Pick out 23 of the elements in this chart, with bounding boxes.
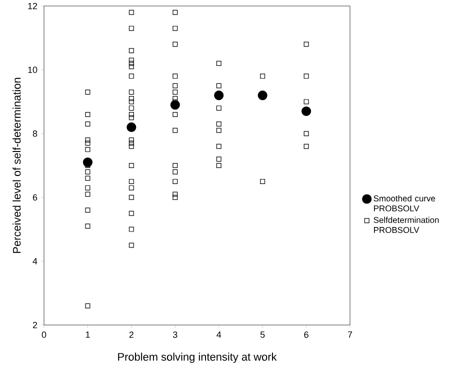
point <box>302 106 312 116</box>
y-tick-label: 4 <box>32 258 38 264</box>
legend-label: Smoothed curve PROBSOLV <box>374 195 436 212</box>
y-tick-label: 10 <box>28 66 38 73</box>
x-tick-label: 1 <box>86 332 90 338</box>
x-tick-label: 5 <box>260 332 265 338</box>
x-tick-label: 3 <box>172 332 178 338</box>
x-tick-label: 2 <box>129 332 134 338</box>
y-tick-label: 2 <box>32 322 38 328</box>
y-axis-title: Perceived level of self-determination <box>12 78 21 253</box>
y-tick-label: 6 <box>32 194 38 201</box>
x-tick-label: 6 <box>304 332 308 338</box>
x-tick-label: 0 <box>42 332 46 338</box>
x-tick-label: 7 <box>348 332 352 338</box>
legend-label: Selfdetermination PROBSOLV <box>374 216 439 233</box>
y-tick-label: 8 <box>32 130 38 137</box>
x-axis-title: Problem solving intensity at work <box>118 352 277 363</box>
y-tick-label: 12 <box>28 2 38 10</box>
point <box>258 90 268 100</box>
x-tick-label: 4 <box>216 332 222 338</box>
point <box>82 158 92 168</box>
point <box>214 90 224 100</box>
point <box>126 122 136 132</box>
